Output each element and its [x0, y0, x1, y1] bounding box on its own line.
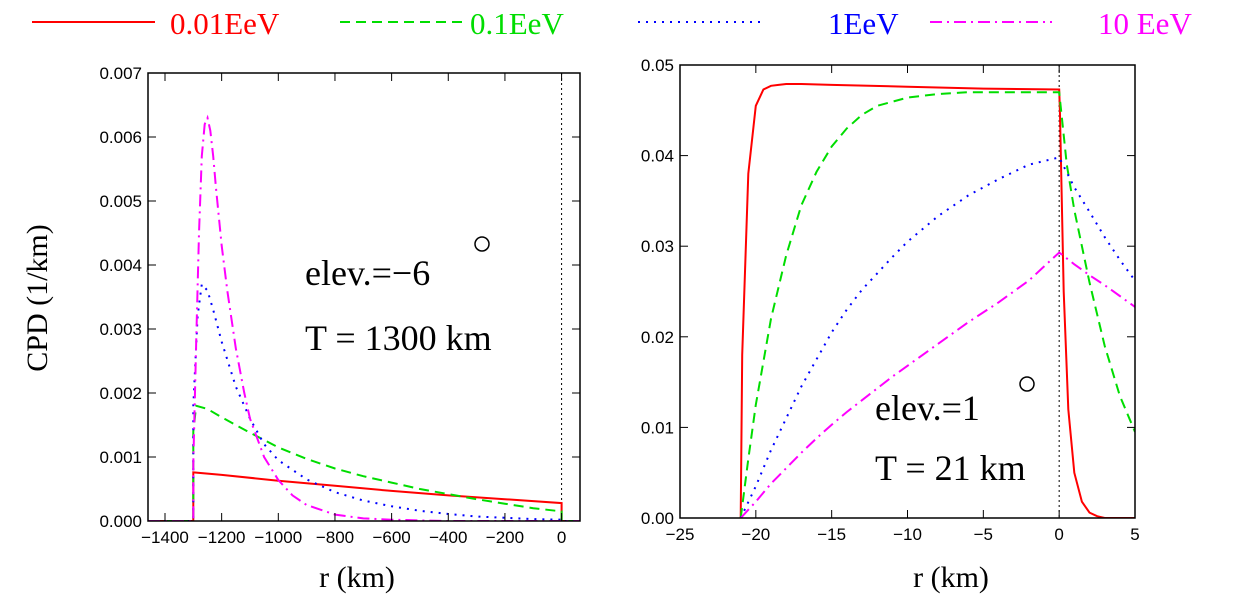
y-tick-label: 0.001: [99, 448, 142, 467]
series-line: [148, 114, 580, 521]
x-tick-label: −1400: [141, 528, 189, 547]
y-tick-label: 0.05: [641, 56, 674, 75]
x-tick-label: −15: [817, 525, 846, 544]
series-line: [739, 91, 1135, 518]
right-axes: −25 −20 −15 −10 −5 0 5 0.00 0.01 0.02 0.03 0.04 0.05: [641, 56, 1140, 544]
x-tick-label: −1000: [254, 528, 302, 547]
x-tick-label: −400: [429, 528, 467, 547]
y-tick-label: 0.006: [99, 128, 142, 147]
x-tick-label: −1200: [198, 528, 246, 547]
legend-label: 0.1EeV: [470, 6, 564, 41]
y-tick-label: 0.00: [641, 509, 674, 528]
elevation-annotation: elev.=−6: [305, 253, 430, 293]
legend-label: 1EeV: [828, 6, 899, 41]
degree-symbol: [1019, 376, 1035, 392]
y-tick-label: 0.002: [99, 384, 142, 403]
right-x-axis-title: r (km): [913, 561, 989, 594]
legend: 0.01EeV 0.1EeV 1EeV 10 EeV: [32, 6, 1192, 41]
left-panel: −1400 −1200 −1000 −800 −600 −400 −200 0 0.000 0.0…: [99, 64, 581, 594]
thickness-annotation: T = 1300 km: [305, 318, 492, 358]
x-tick-label: −800: [316, 528, 354, 547]
left-annotations: elev.=−6 T = 1300 km: [305, 236, 492, 358]
x-tick-label: 5: [1130, 525, 1139, 544]
x-tick-label: 0: [1054, 525, 1063, 544]
x-tick-label: −20: [741, 525, 770, 544]
y-tick-label: 0.007: [99, 64, 142, 83]
y-tick-label: 0.01: [641, 418, 674, 437]
left-series-group: [148, 73, 580, 521]
right-series-group: [739, 65, 1135, 518]
y-tick-label: 0.03: [641, 237, 674, 256]
right-panel: −25 −20 −15 −10 −5 0 5 0.00 0.01 0.02 0.03 0.04 0.05…: [641, 56, 1140, 594]
x-tick-label: 0: [557, 528, 566, 547]
y-tick-label: 0.02: [641, 328, 674, 347]
left-axes: −1400 −1200 −1000 −800 −600 −400 −200 0 0.000 0.0…: [99, 64, 581, 547]
plot-frame: [147, 72, 581, 522]
series-line: [148, 471, 580, 521]
y-tick-label: 0.003: [99, 320, 142, 339]
x-tick-label: −5: [974, 525, 993, 544]
legend-label: 0.01EeV: [170, 6, 280, 41]
x-tick-label: −10: [893, 525, 922, 544]
right-annotations: elev.=1 T = 21 km: [875, 376, 1035, 488]
y-axis-title: CPD (1/km): [21, 224, 54, 372]
x-tick-label: −25: [666, 525, 695, 544]
series-line: [739, 251, 1135, 518]
degree-symbol: [474, 236, 490, 252]
x-tick-label: −600: [372, 528, 410, 547]
x-tick-label: −200: [486, 528, 524, 547]
thickness-annotation: T = 21 km: [875, 448, 1026, 488]
y-tick-label: 0.04: [641, 147, 674, 166]
series-line: [739, 83, 1135, 518]
elevation-annotation: elev.=1: [875, 388, 980, 428]
y-tick-label: 0.000: [99, 512, 142, 531]
left-x-axis-title: r (km): [319, 561, 395, 594]
legend-label: 10 EeV: [1098, 6, 1192, 41]
y-tick-label: 0.004: [99, 256, 142, 275]
series-line: [148, 404, 580, 521]
y-tick-label: 0.005: [99, 192, 142, 211]
